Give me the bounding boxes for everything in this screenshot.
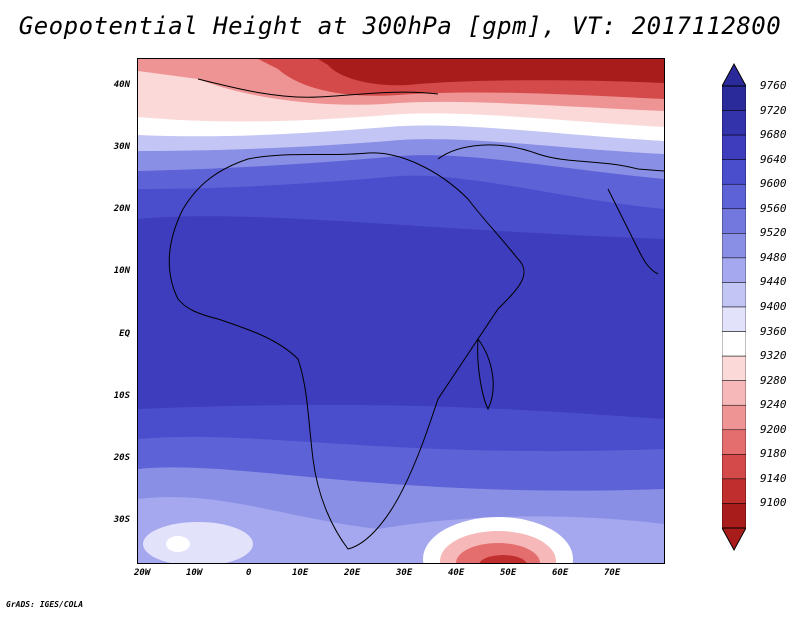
colorbar-level-label: 9400	[760, 300, 787, 313]
colorbar-level-label: 9280	[760, 373, 787, 387]
colorbar-cell	[722, 183, 746, 210]
coastlines	[168, 78, 664, 550]
colorbar-level-label: 9640	[760, 152, 787, 166]
colorbar-level-label: 9720	[760, 103, 787, 117]
contour-blob-sw-core	[166, 536, 190, 552]
colorbar-bottom-arrow	[722, 527, 746, 552]
lat-label-30s: 30S	[113, 515, 130, 525]
lat-label-20s: 20S	[113, 453, 130, 463]
colorbar-level-label: 9680	[760, 128, 787, 142]
map-canvas	[138, 59, 664, 563]
colorbar-level-label: 9520	[760, 226, 787, 240]
lat-label-40n: 40N	[113, 80, 130, 90]
contour-band-9680	[138, 216, 664, 419]
contour-blob-sw	[143, 522, 253, 563]
lon-label-20e: 20E	[344, 568, 361, 578]
colorbar-cell	[722, 208, 746, 234]
colorbar-cell	[722, 503, 746, 529]
colorbar-level-label: 9320	[760, 349, 787, 363]
colorbar-cell	[722, 355, 746, 381]
lon-label-20w: 20W	[134, 568, 151, 578]
lon-label-30e: 30E	[396, 568, 413, 578]
lon-label-50e: 50E	[500, 568, 517, 578]
map-panel	[137, 58, 665, 564]
colorbar-cell	[722, 282, 746, 308]
colorbar-level-label: 9760	[760, 79, 787, 92]
mediterranean-coast	[197, 78, 439, 98]
contour-low-9140	[479, 555, 527, 563]
lat-label-10n: 10N	[113, 266, 130, 276]
colorbar-cell	[722, 257, 746, 283]
colorbar-cell	[722, 134, 746, 160]
colorbar-level-label: 9600	[760, 177, 787, 191]
colorbar-cell	[722, 233, 746, 259]
colorbar-cell	[722, 159, 746, 185]
middle-east-coast	[437, 144, 664, 172]
colorbar-level-label: 9180	[760, 447, 787, 461]
lat-label-20n: 20N	[113, 204, 130, 214]
colorbar-level-label: 9360	[760, 324, 787, 338]
africa-outline	[168, 152, 525, 550]
lat-label-10s: 10S	[113, 391, 130, 401]
colorbar-top-arrow	[722, 62, 746, 87]
lon-label-0: 0	[246, 568, 252, 578]
colorbar-level-label: 9200	[760, 422, 787, 436]
grads-credit: GrADS: IGES/COLA	[6, 600, 84, 609]
colorbar-cell	[722, 110, 746, 136]
lon-label-10w: 10W	[186, 568, 203, 578]
colorbar-level-label: 9100	[760, 496, 787, 510]
lon-label-10e: 10E	[292, 568, 309, 578]
colorbar-cell	[722, 404, 746, 431]
lon-label-40e: 40E	[448, 568, 465, 578]
colorbar-level-label: 9240	[760, 398, 787, 412]
lon-label-60e: 60E	[552, 568, 569, 578]
lat-label-30n: 30N	[113, 142, 130, 152]
lat-label-eq: EQ	[119, 329, 130, 339]
india-coast	[607, 188, 659, 275]
colorbar-level-label: 9560	[760, 201, 787, 215]
colorbar-level-label: 9480	[760, 250, 787, 264]
colorbar-level-label: 9440	[760, 275, 787, 289]
colorbar-cell	[722, 380, 746, 406]
colorbar-cell	[722, 429, 746, 455]
colorbar	[722, 62, 746, 552]
colorbar-cell	[722, 454, 746, 480]
colorbar-cell	[722, 478, 746, 504]
colorbar-cell	[722, 85, 746, 111]
colorbar-cell	[722, 306, 746, 332]
colorbar-level-label: 9140	[760, 471, 787, 485]
contour-band-9100	[318, 59, 664, 86]
lon-label-70e: 70E	[604, 568, 621, 578]
map-title: Geopotential Height at 300hPa [gpm], VT:…	[18, 12, 782, 40]
colorbar-cell	[722, 331, 746, 357]
madagascar-outline	[477, 337, 494, 411]
